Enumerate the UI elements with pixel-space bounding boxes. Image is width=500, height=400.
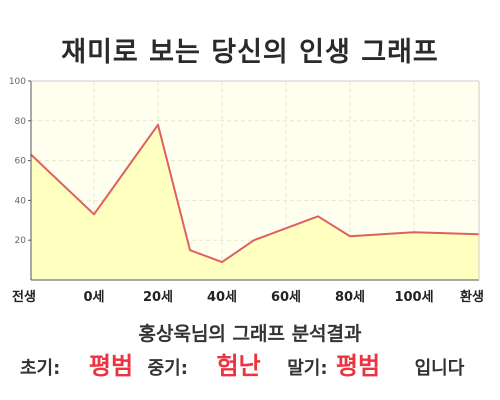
chart-title: 재미로 보는 당신의 인생 그래프 [61, 37, 439, 68]
life-area-fill [31, 124, 479, 280]
y-tick-label: 60 [15, 157, 27, 167]
middle-value: 험난 [216, 352, 261, 380]
x-tick-label: 40세 [207, 290, 237, 305]
early-label: 초기: [20, 358, 61, 379]
data-point [349, 235, 351, 238]
y-tick-label: 20 [15, 236, 27, 246]
early-value: 평범 [88, 352, 134, 380]
data-point [157, 123, 159, 126]
result-suffix: 입니다 [414, 358, 465, 379]
data-point [221, 261, 223, 263]
life-series-line [30, 123, 480, 264]
y-tick-label: 100 [9, 77, 26, 87]
y-tick-label: 40 [15, 196, 27, 206]
result-title: 홍상욱님의 그래프 분석결과 [138, 323, 362, 345]
x-tick-label: 0세 [83, 290, 104, 305]
x-axis-ticks: 전생 0세 20세 40세 60세 80세 100세 환생 [12, 289, 484, 305]
x-tick-label: 60세 [271, 290, 301, 305]
middle-label: 중기: [147, 358, 188, 379]
data-point [189, 249, 191, 251]
x-tick-label: 80세 [335, 290, 365, 305]
y-tick-label: 80 [15, 117, 27, 127]
x-tick-label: 100세 [394, 290, 433, 305]
data-point [413, 231, 415, 234]
result-summary: 초기: 평범 중기: 험난 말기: 평범 입니다 [20, 346, 500, 381]
data-point [253, 239, 255, 241]
data-point [317, 215, 319, 218]
y-axis-ticks: 100 80 60 40 20 [9, 77, 31, 246]
late-value: 평범 [335, 352, 381, 380]
x-tick-label: 환생 [460, 289, 484, 305]
axes [30, 80, 480, 281]
x-tick-label: 20세 [143, 290, 173, 305]
late-label: 말기: [287, 358, 328, 379]
data-point [93, 213, 95, 216]
x-tick-label: 전생 [12, 289, 36, 305]
